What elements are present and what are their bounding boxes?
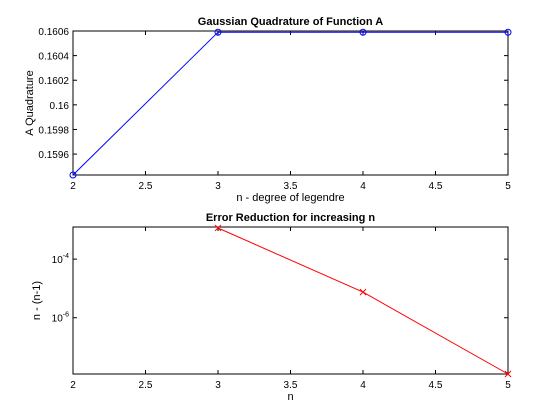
x-tick-label: 2 [70, 181, 76, 192]
x-tick-label: 4 [360, 181, 366, 192]
y-axis-label: A Quadrature [24, 70, 36, 135]
data-point [359, 28, 367, 36]
y-tick-label: 10-4 [52, 253, 69, 266]
x-tick-label: 5 [505, 380, 511, 391]
y-axis-label: n - (n-1) [31, 281, 43, 320]
data-point [214, 224, 222, 232]
series-line [72, 31, 508, 176]
x-tick-label: 3 [215, 380, 221, 391]
x-axis-label: n - degree of legendre [236, 192, 344, 204]
x-tick-label: 4.5 [429, 181, 443, 192]
x-tick-label: 2.5 [139, 380, 153, 391]
data-point [359, 288, 367, 296]
plot-area [72, 226, 509, 375]
y-tick-label: 0.1598 [38, 125, 69, 136]
x-tick-label: 3.5 [284, 181, 298, 192]
x-axis-label: n [287, 391, 293, 403]
y-tick-label: 0.16 [50, 101, 70, 112]
data-point-stroke [359, 288, 367, 296]
x-tick-label: 2 [70, 380, 76, 391]
y-tick-label: 0.1606 [38, 27, 69, 38]
y-tick-label: 0.1602 [38, 76, 69, 87]
error-reduction-chart: 2 2.5 3 3.5 4 4.5 5 10-4 10-6 Error Reduction for… [31, 212, 512, 403]
plot-area [72, 30, 509, 176]
data-point [504, 370, 512, 378]
y-tick-label: 10-6 [52, 312, 69, 325]
quadrature-chart: 2 2.5 3 3.5 4 4.5 5 0.1596 0.1598 0.16 0.1602 0.160… [24, 16, 512, 204]
x-tick-label: 5 [505, 181, 511, 192]
y-tick-label: 0.1604 [38, 52, 69, 63]
data-point [504, 28, 512, 36]
x-tick-label: 2.5 [139, 181, 153, 192]
data-point [214, 28, 222, 36]
x-tick-label: 3.5 [284, 380, 298, 391]
data-point-stroke [214, 224, 222, 232]
x-tick-label: 3 [215, 181, 221, 192]
chart-title: Gaussian Quadrature of Function A [198, 16, 383, 28]
data-point-stroke [504, 370, 512, 378]
x-tick-label: 4 [360, 380, 366, 391]
x-tick-label: 4.5 [429, 380, 443, 391]
data-point [69, 171, 77, 179]
y-tick-label: 0.1596 [38, 150, 69, 161]
chart-title: Error Reduction for increasing n [206, 212, 376, 224]
